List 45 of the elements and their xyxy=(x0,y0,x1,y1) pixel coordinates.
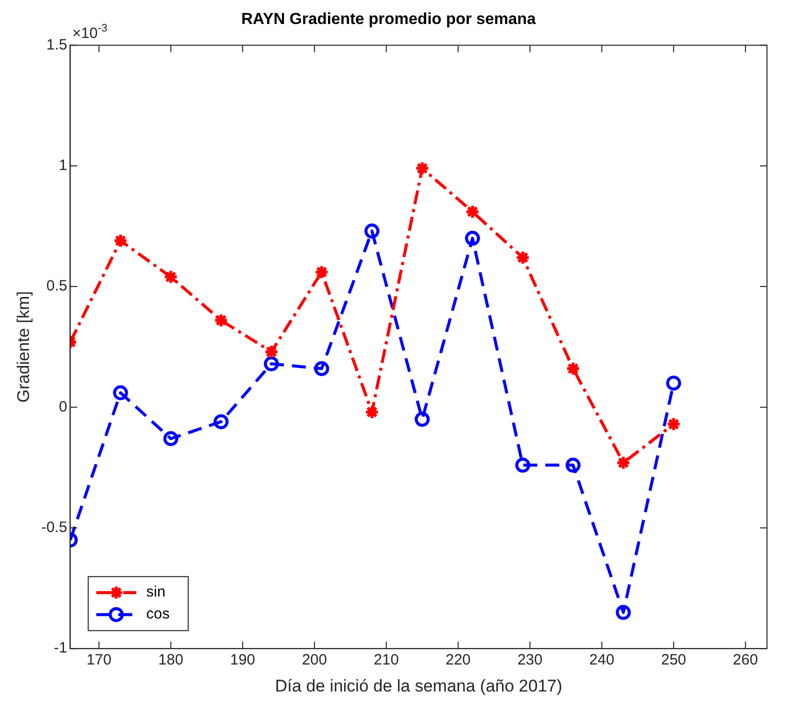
point xyxy=(414,160,430,176)
x-tick-label: 190 xyxy=(230,652,256,669)
point xyxy=(616,604,631,620)
point xyxy=(163,269,178,284)
x-tick-label: 220 xyxy=(446,652,471,669)
x-tick-label: 250 xyxy=(661,652,686,669)
y-tick-label: -0.5 xyxy=(41,519,68,536)
y-tick-label: 0 xyxy=(58,398,68,416)
x-tick-label: 260 xyxy=(732,652,758,669)
point xyxy=(314,264,330,280)
point xyxy=(264,356,279,372)
x-tick-label: 170 xyxy=(86,652,112,669)
y-tick-label: 0.5 xyxy=(46,278,68,295)
point xyxy=(113,385,128,400)
x-tick-label: 210 xyxy=(374,652,399,669)
y-axis-title: Gradiente [km] xyxy=(14,291,33,403)
point xyxy=(464,230,480,246)
x-tick-label: 240 xyxy=(589,652,614,669)
point xyxy=(666,416,682,432)
legend-label: cos xyxy=(146,606,170,623)
point xyxy=(666,376,682,391)
point xyxy=(566,361,581,376)
point xyxy=(214,312,229,328)
point xyxy=(163,431,178,446)
point xyxy=(214,414,229,430)
y-tick-label: 1 xyxy=(58,157,68,174)
x-tick-label: 200 xyxy=(302,652,327,669)
point xyxy=(566,458,581,473)
y-tick-label: 1.5 xyxy=(46,36,68,54)
x-axis-title: Día de inició de la semana (año 2017) xyxy=(274,676,562,696)
x-tick-label: 230 xyxy=(517,652,542,669)
point xyxy=(364,404,380,420)
point xyxy=(113,233,128,248)
legend-label: sin xyxy=(146,584,166,601)
point xyxy=(314,361,330,376)
point xyxy=(414,412,430,427)
chart-title: RAYN Gradiente promedio por semana xyxy=(241,11,536,28)
point xyxy=(515,250,530,266)
point xyxy=(464,204,480,220)
x-tick-label: 180 xyxy=(158,652,184,669)
point xyxy=(364,224,380,239)
point xyxy=(515,458,530,473)
y-tick-label: -1 xyxy=(54,640,68,657)
point xyxy=(264,344,279,360)
point xyxy=(616,455,631,470)
